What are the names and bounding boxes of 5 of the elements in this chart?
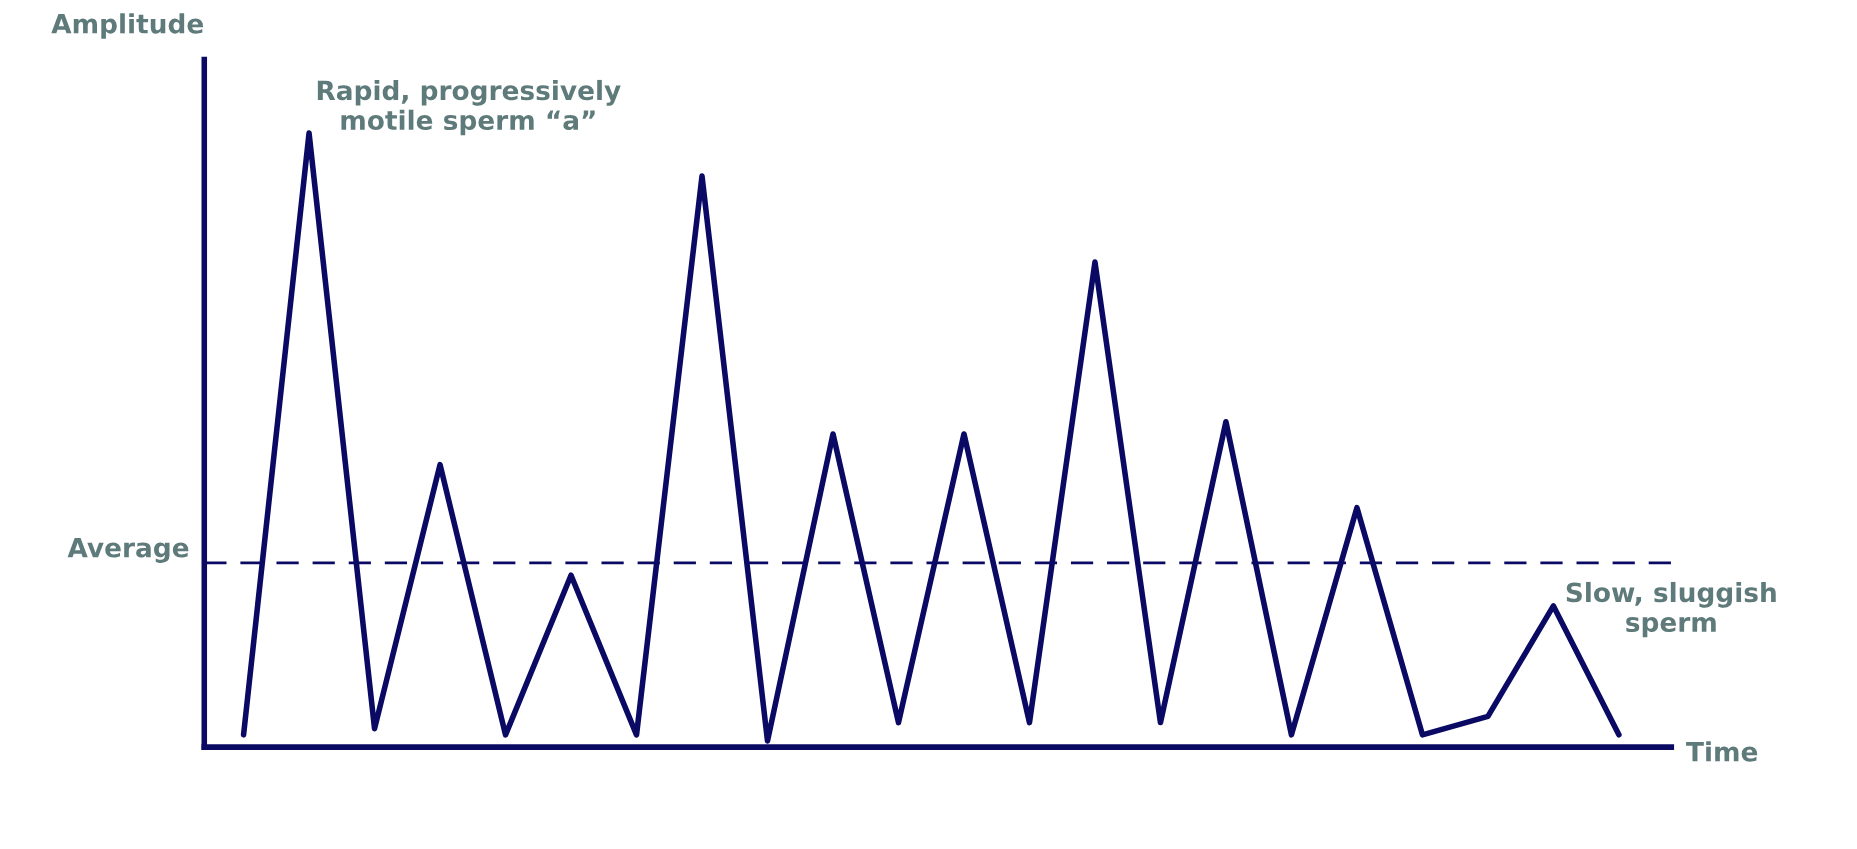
ref-line-label: Average <box>67 537 189 563</box>
y-axis-title: Amplitude <box>51 13 203 39</box>
x-axis-title: Time <box>1686 741 1758 762</box>
annotation: Slow, sluggish sperm <box>1566 581 1776 638</box>
annotation: Rapid, progressively motile sperm “a” <box>317 79 621 136</box>
